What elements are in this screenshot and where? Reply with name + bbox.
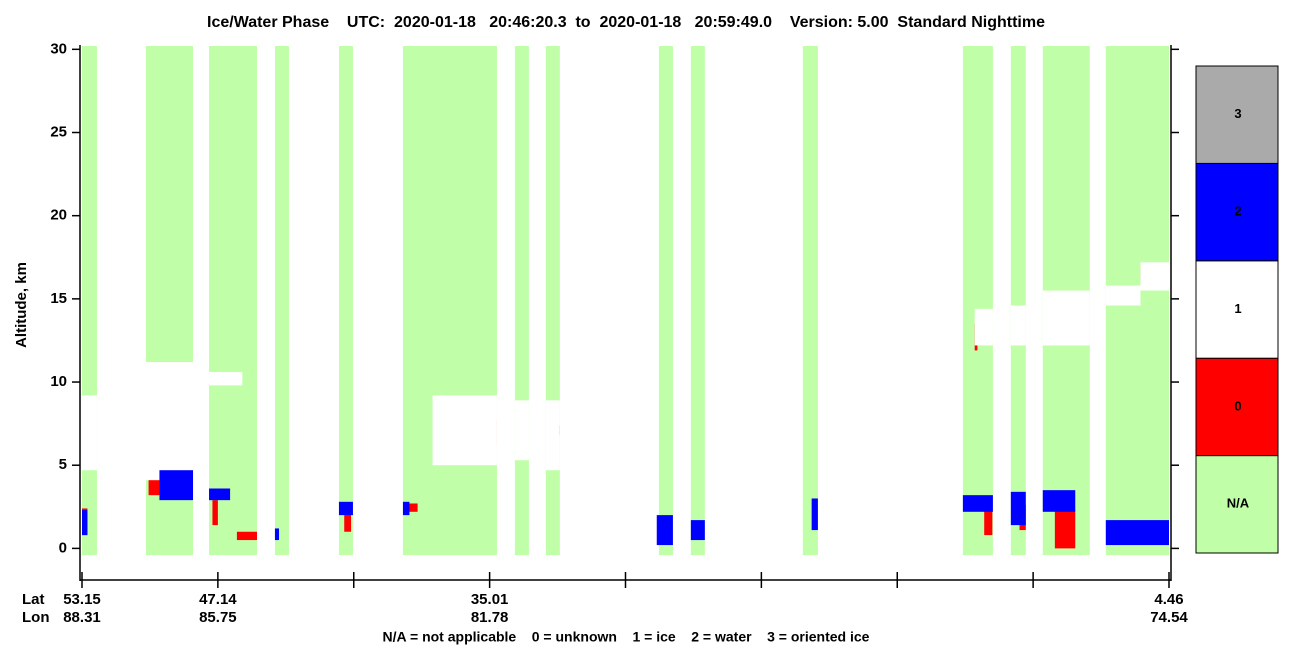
phase-region [432, 395, 497, 466]
phase-region [962, 46, 993, 556]
phase-region [405, 503, 418, 512]
phase-region [274, 46, 289, 556]
phase-region [1105, 285, 1141, 306]
lat-title: Lat [22, 591, 45, 608]
phase-region [212, 500, 218, 526]
lon-label: 88.31 [63, 609, 101, 626]
phase-region [690, 46, 705, 556]
phase-region [1105, 520, 1169, 546]
phase-region [690, 520, 705, 541]
axes [72, 45, 1179, 588]
phase-region [1010, 46, 1026, 556]
lon-title: Lon [22, 609, 50, 626]
phase-region [274, 528, 280, 541]
y-axis-label: Altitude, km [13, 262, 30, 348]
legend-swatch [1195, 162, 1279, 262]
y-tick-label: 20 [50, 207, 67, 224]
lon-label: 81.78 [471, 609, 509, 626]
lat-label: 4.46 [1154, 591, 1183, 608]
y-tick-label: 15 [50, 290, 67, 307]
phase-region [962, 495, 993, 512]
phase-region [811, 498, 818, 531]
phase-region [159, 470, 194, 501]
legend-swatch [1195, 455, 1279, 554]
legend-swatch [1195, 260, 1279, 359]
phase-region [148, 465, 160, 496]
lon-label: 74.54 [1150, 609, 1188, 626]
lat-label: 53.15 [63, 591, 101, 608]
y-tick-label: 30 [50, 40, 67, 57]
plot-area [82, 46, 1169, 556]
legend-label: 3 [1234, 106, 1241, 121]
phase-region [1042, 290, 1090, 346]
phase-region [1054, 510, 1076, 549]
lat-label: 35.01 [471, 591, 509, 608]
phase-region [545, 400, 560, 471]
legend-swatch [1195, 357, 1279, 457]
phase-region [1042, 490, 1076, 512]
y-tick-label: 25 [50, 123, 67, 140]
legend-label: 1 [1234, 301, 1241, 316]
y-tick-label: 0 [59, 539, 67, 556]
phase-region [236, 531, 258, 541]
phase-region [82, 510, 88, 536]
phase-region [402, 46, 497, 556]
phase-region [656, 515, 673, 546]
phase-region [82, 395, 97, 471]
phase-region [984, 510, 993, 536]
y-tick-label: 10 [50, 373, 67, 390]
y-tick-label: 5 [59, 456, 67, 473]
footnote: N/A = not applicable 0 = unknown 1 = ice… [383, 629, 870, 645]
phase-region [209, 372, 243, 386]
legend-label: 2 [1234, 204, 1241, 219]
phase-region [209, 46, 258, 556]
chart-title: Ice/Water Phase UTC: 2020-01-18 20:46:20… [207, 14, 1045, 31]
legend-label: 0 [1234, 398, 1241, 413]
phase-region [338, 46, 353, 556]
phase-region [974, 308, 993, 346]
phase-region [802, 46, 818, 556]
phase-region [338, 501, 353, 516]
legend-swatch [1195, 65, 1279, 164]
phase-region [209, 488, 231, 501]
phase-region [1010, 491, 1026, 526]
phase-region [1010, 305, 1026, 346]
phase-region [658, 46, 673, 556]
phase-region [402, 501, 410, 516]
phase-region [514, 46, 529, 556]
phase-region [82, 46, 97, 556]
legend-label: N/A [1227, 496, 1250, 511]
phase-region [545, 46, 560, 556]
lon-label: 85.75 [199, 609, 237, 626]
phase-region [344, 510, 352, 532]
phase-region [1140, 262, 1169, 291]
phase-region [514, 400, 529, 461]
phase-region [145, 362, 194, 481]
lat-label: 47.14 [199, 591, 237, 608]
